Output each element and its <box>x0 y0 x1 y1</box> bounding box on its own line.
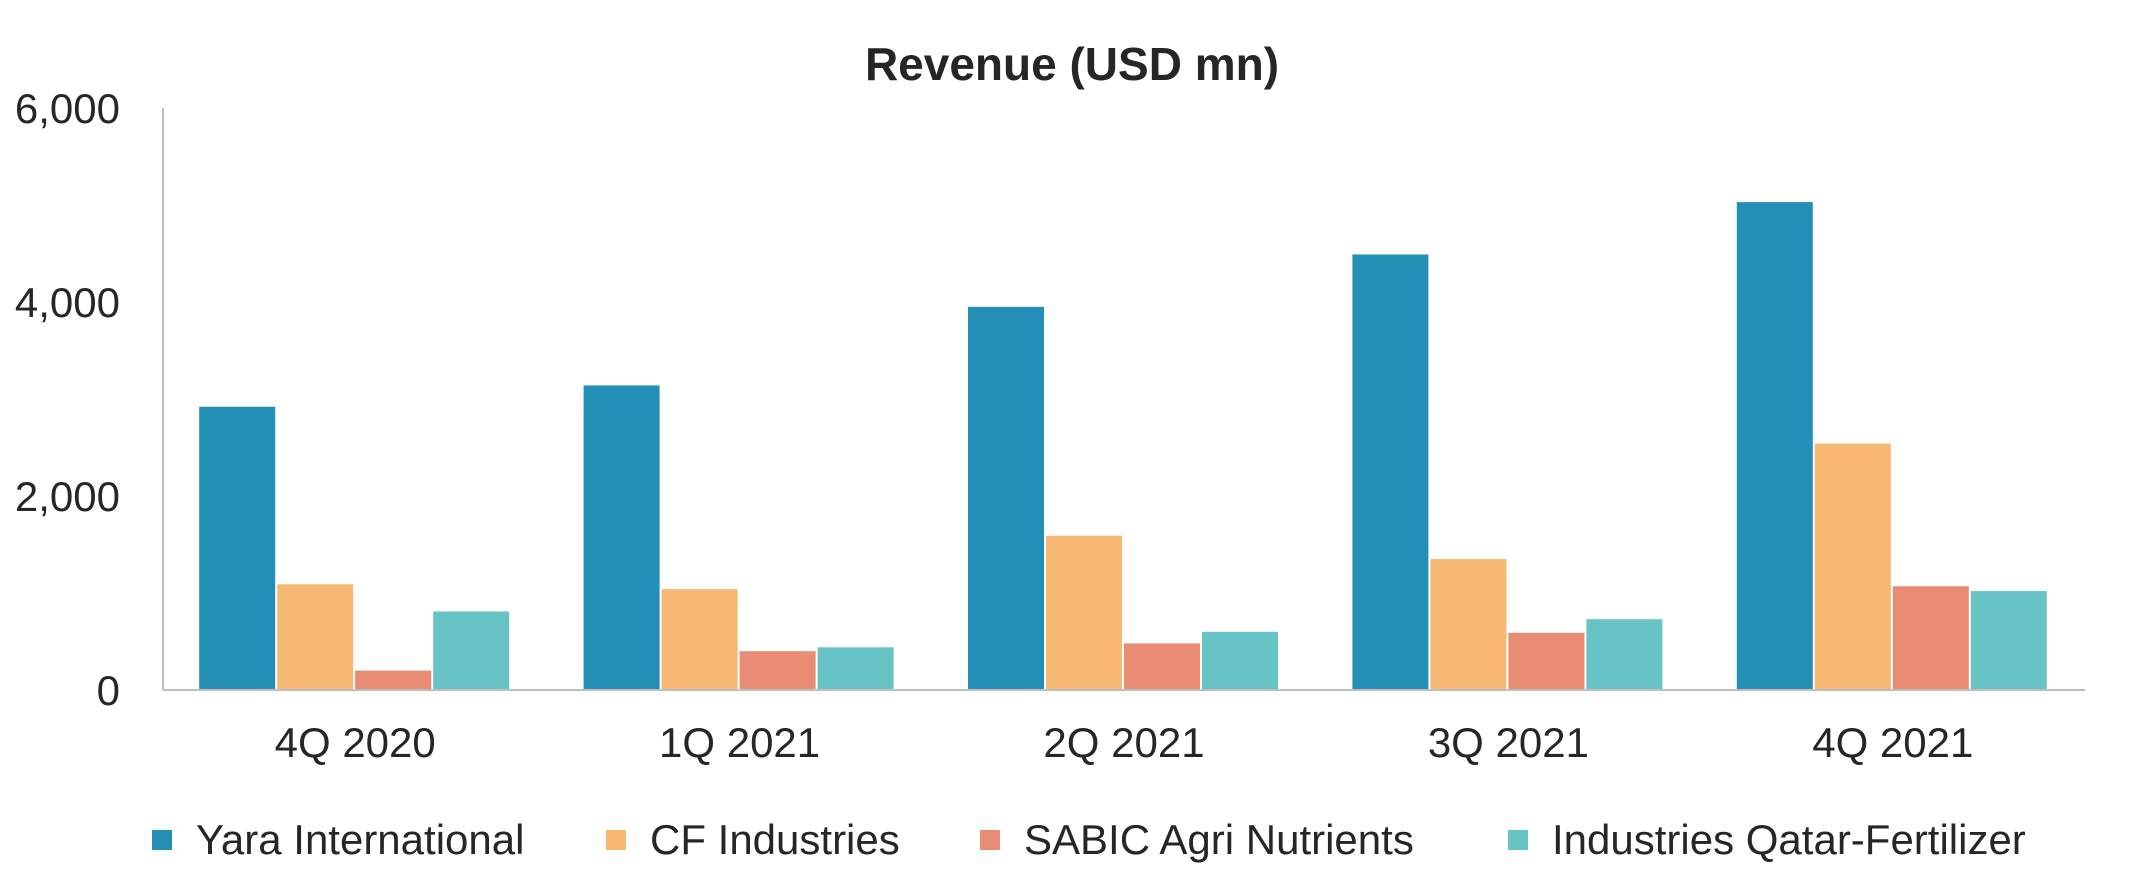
legend-swatch <box>152 830 172 850</box>
bar <box>1352 254 1429 690</box>
bar <box>1814 443 1891 690</box>
bar <box>433 611 510 690</box>
y-tick-label: 0 <box>97 667 120 714</box>
bar <box>583 385 660 690</box>
x-tick-label: 3Q 2021 <box>1428 719 1589 766</box>
x-tick-label: 1Q 2021 <box>659 719 820 766</box>
bar <box>661 589 738 690</box>
bar <box>817 647 894 690</box>
x-tick-label: 4Q 2021 <box>1812 719 1973 766</box>
bar <box>1202 631 1278 690</box>
bar <box>1892 586 1969 690</box>
bar <box>1970 591 2047 690</box>
bars <box>199 202 2047 690</box>
y-tick-label: 4,000 <box>15 279 120 326</box>
bar <box>1736 202 1813 690</box>
x-axis: 4Q 2020 1Q 2021 2Q 2021 3Q 2021 4Q 2021 <box>163 689 2085 766</box>
legend-swatch <box>606 830 626 850</box>
x-tick-label: 4Q 2020 <box>275 719 436 766</box>
bar <box>968 306 1044 690</box>
bar <box>199 406 276 690</box>
legend-swatch <box>980 830 1000 850</box>
legend-label: Yara International <box>196 816 524 863</box>
legend-label: CF Industries <box>650 816 900 863</box>
legend-swatch <box>1508 830 1528 850</box>
x-tick-label: 2Q 2021 <box>1043 719 1204 766</box>
bar <box>277 584 354 690</box>
legend-label: Industries Qatar-Fertilizer <box>1552 816 2026 863</box>
bar <box>1046 535 1122 690</box>
y-tick-label: 6,000 <box>15 85 120 132</box>
bar <box>355 670 432 690</box>
y-axis: 0 2,000 4,000 6,000 <box>15 85 164 714</box>
y-tick-label: 2,000 <box>15 473 120 520</box>
bar <box>1508 632 1585 690</box>
bar <box>1586 619 1663 690</box>
legend-label: SABIC Agri Nutrients <box>1024 816 1414 863</box>
legend: Yara International CF Industries SABIC Agr… <box>152 816 2026 863</box>
bar <box>1430 559 1507 690</box>
chart-title: Revenue (USD mn) <box>865 38 1279 90</box>
bar <box>739 651 816 690</box>
bar <box>1124 643 1200 690</box>
